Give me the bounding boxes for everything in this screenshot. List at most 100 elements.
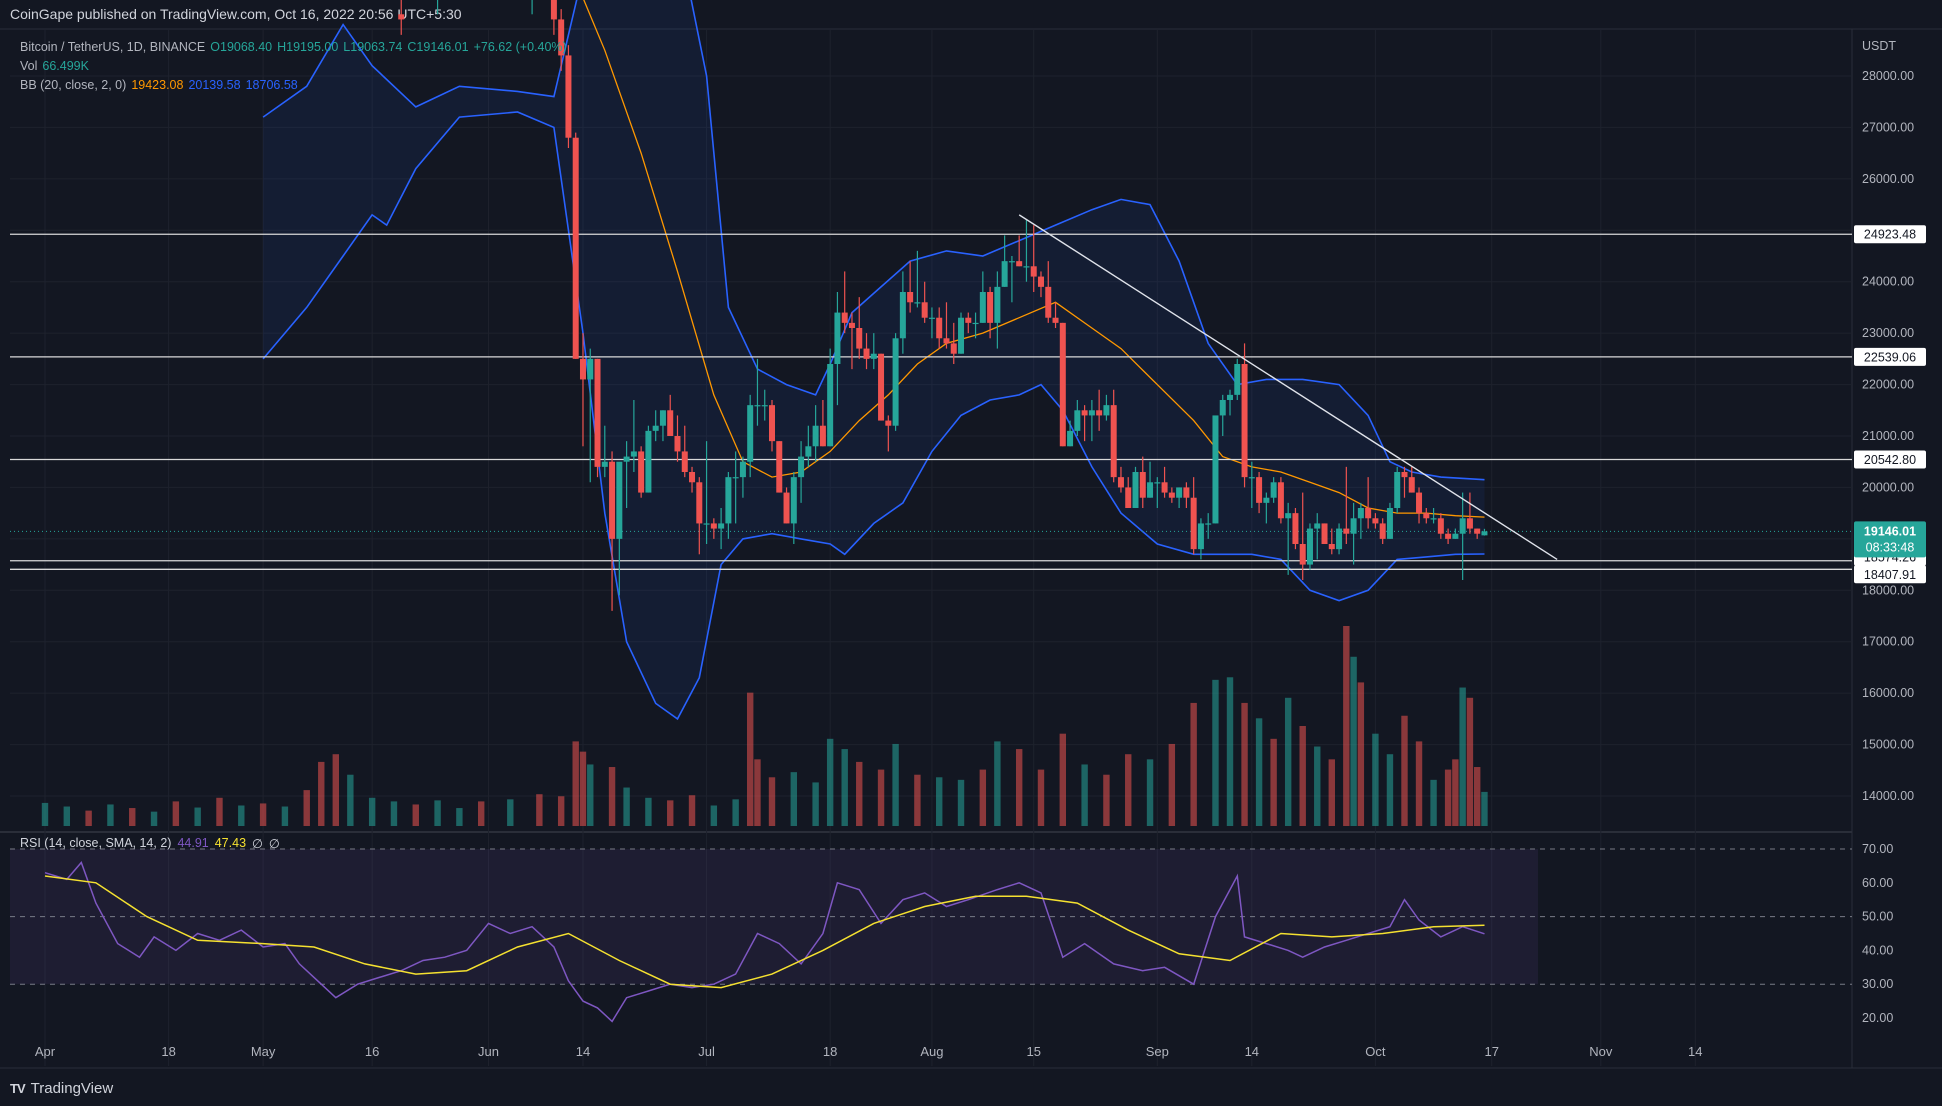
candle-body: [652, 425, 659, 431]
candle-body: [1125, 487, 1132, 508]
candle-body: [1088, 410, 1095, 416]
time-tick-label: Aug: [920, 1044, 943, 1059]
candle-body: [1386, 508, 1393, 539]
candle-body: [965, 317, 972, 323]
volume-bar: [507, 799, 514, 826]
candle-body: [1001, 261, 1008, 287]
volume-bar: [1401, 715, 1408, 826]
candle-body: [601, 461, 608, 467]
volume-bar: [1270, 738, 1277, 826]
candle-body: [732, 477, 739, 479]
volume-bar: [1415, 741, 1423, 826]
bb-upper-value: 20139.58: [188, 78, 241, 92]
volume-bar: [1466, 697, 1474, 826]
volume-bar: [1226, 677, 1234, 826]
rsi-tick-label: 30.00: [1862, 977, 1893, 991]
candle-body: [1176, 487, 1183, 498]
volume-bar: [1081, 764, 1088, 826]
rsi-sma-line: [44, 875, 1485, 989]
candlesticks: [398, 0, 1488, 611]
level-price-label: 22539.06: [1864, 350, 1916, 364]
price-tick-label: 22000.00: [1862, 378, 1914, 392]
rsi-label[interactable]: RSI (14, close, SMA, 14, 2): [20, 836, 172, 850]
volume-bar: [347, 774, 354, 826]
candle-body: [1357, 508, 1364, 519]
volume-bar: [1452, 759, 1459, 826]
volume-bar: [1430, 779, 1437, 826]
candle-body: [747, 405, 754, 462]
bb-upper-line: [262, 0, 1485, 481]
candle-body: [1023, 266, 1030, 268]
candle-body: [609, 461, 616, 539]
candle-body: [790, 477, 797, 524]
candle-body: [1394, 472, 1401, 508]
bb-lower-value: 18706.58: [245, 78, 298, 92]
candle-body: [587, 358, 594, 380]
candle-body: [1016, 261, 1023, 267]
candle-body: [892, 338, 899, 426]
volume-bar: [1015, 749, 1023, 826]
time-tick-label: 17: [1484, 1044, 1498, 1059]
price-tick-label: 27000.00: [1862, 120, 1914, 134]
bb-lower-line: [262, 111, 1485, 721]
price-tick-label: 16000.00: [1862, 686, 1914, 700]
symbol-title[interactable]: Bitcoin / TetherUS, 1D, BINANCE: [20, 40, 206, 54]
volume-bar: [645, 797, 652, 826]
volume-bar: [1125, 754, 1132, 826]
volume-label[interactable]: Vol: [20, 59, 38, 73]
volume-bar: [1314, 746, 1321, 826]
volume-bar: [914, 774, 921, 826]
rsi-tick-label: 40.00: [1862, 943, 1893, 957]
candle-body: [550, 0, 557, 20]
bb-label[interactable]: BB (20, close, 2, 0): [20, 78, 127, 92]
price-tick-label: 26000.00: [1862, 172, 1914, 186]
candle-body: [754, 405, 761, 407]
candle-body: [565, 55, 572, 138]
volume-bar: [332, 754, 339, 826]
candle-body: [1219, 400, 1226, 416]
candle-body: [798, 456, 805, 478]
candle-body: [1285, 513, 1292, 519]
candle-body: [899, 292, 906, 339]
candle-body: [645, 430, 652, 493]
candle-body: [1248, 477, 1255, 479]
volume-bar: [259, 803, 267, 826]
tradingview-footer[interactable]: TV TradingView: [10, 1076, 113, 1100]
volume-bar: [667, 800, 674, 826]
volume-bar: [1357, 682, 1365, 826]
candle-body: [638, 451, 645, 493]
candle-body: [761, 405, 768, 407]
time-tick-label: 14: [576, 1044, 590, 1059]
price-tick-label: 17000.00: [1862, 635, 1914, 649]
time-tick-label: 16: [365, 1044, 379, 1059]
time-tick-label: 14: [1245, 1044, 1259, 1059]
volume-bar: [826, 738, 834, 826]
volume-bar: [1444, 769, 1452, 826]
rsi-tick-label: 70.00: [1862, 842, 1893, 856]
volume-bar: [129, 808, 136, 826]
time-tick-label: Apr: [35, 1044, 56, 1059]
candle-body: [769, 405, 775, 442]
price-tick-label: 20000.00: [1862, 480, 1914, 494]
volume-bar: [572, 741, 579, 826]
candle-body: [558, 19, 565, 56]
candle-body: [885, 420, 892, 426]
volume-bar: [557, 796, 565, 826]
last-price-label: 19146.01: [1864, 524, 1916, 538]
volume-bar: [856, 761, 863, 826]
volume-bar: [877, 769, 885, 826]
candle-body: [739, 461, 746, 478]
candle-body: [979, 292, 986, 323]
candle-body: [1256, 477, 1263, 503]
candle-body: [856, 328, 863, 349]
publish-info: CoinGape published on TradingView.com, O…: [10, 6, 462, 22]
volume-bar: [768, 777, 776, 826]
volume-bar: [318, 761, 325, 826]
volume-row: Vol 66.499K: [20, 57, 567, 76]
change-value: +76.62 (+0.40%): [473, 40, 567, 54]
candle-body: [1241, 364, 1248, 478]
candle-body: [1227, 394, 1234, 400]
volume-bar: [1103, 774, 1110, 826]
countdown-label: 08:33:48: [1866, 540, 1915, 554]
